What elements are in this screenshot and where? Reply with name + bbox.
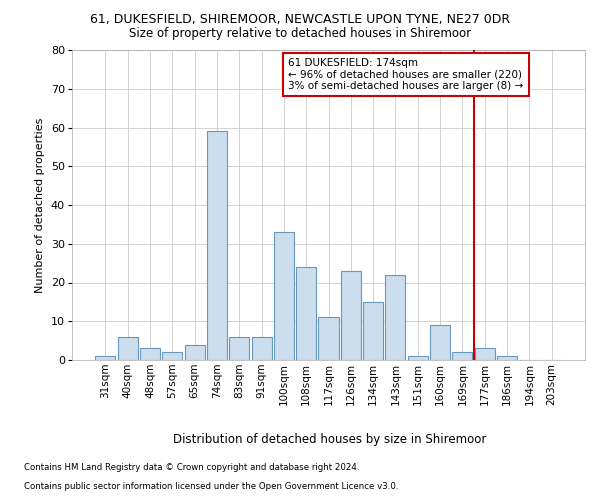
Bar: [385, 275, 406, 360]
Bar: [452, 352, 472, 360]
Bar: [408, 356, 428, 360]
Bar: [95, 356, 115, 360]
Bar: [207, 132, 227, 360]
Bar: [274, 232, 294, 360]
Y-axis label: Number of detached properties: Number of detached properties: [35, 118, 46, 292]
Bar: [296, 267, 316, 360]
Bar: [341, 271, 361, 360]
Bar: [475, 348, 495, 360]
Bar: [363, 302, 383, 360]
Bar: [140, 348, 160, 360]
Text: Size of property relative to detached houses in Shiremoor: Size of property relative to detached ho…: [129, 28, 471, 40]
Text: 61, DUKESFIELD, SHIREMOOR, NEWCASTLE UPON TYNE, NE27 0DR: 61, DUKESFIELD, SHIREMOOR, NEWCASTLE UPO…: [90, 12, 510, 26]
Bar: [118, 337, 138, 360]
Bar: [251, 337, 272, 360]
Text: Distribution of detached houses by size in Shiremoor: Distribution of detached houses by size …: [173, 432, 487, 446]
Text: Contains HM Land Registry data © Crown copyright and database right 2024.: Contains HM Land Registry data © Crown c…: [24, 464, 359, 472]
Text: Contains public sector information licensed under the Open Government Licence v3: Contains public sector information licen…: [24, 482, 398, 491]
Bar: [229, 337, 249, 360]
Bar: [497, 356, 517, 360]
Bar: [319, 318, 338, 360]
Bar: [430, 325, 450, 360]
Text: 61 DUKESFIELD: 174sqm
← 96% of detached houses are smaller (220)
3% of semi-deta: 61 DUKESFIELD: 174sqm ← 96% of detached …: [289, 58, 524, 91]
Bar: [185, 344, 205, 360]
Bar: [162, 352, 182, 360]
